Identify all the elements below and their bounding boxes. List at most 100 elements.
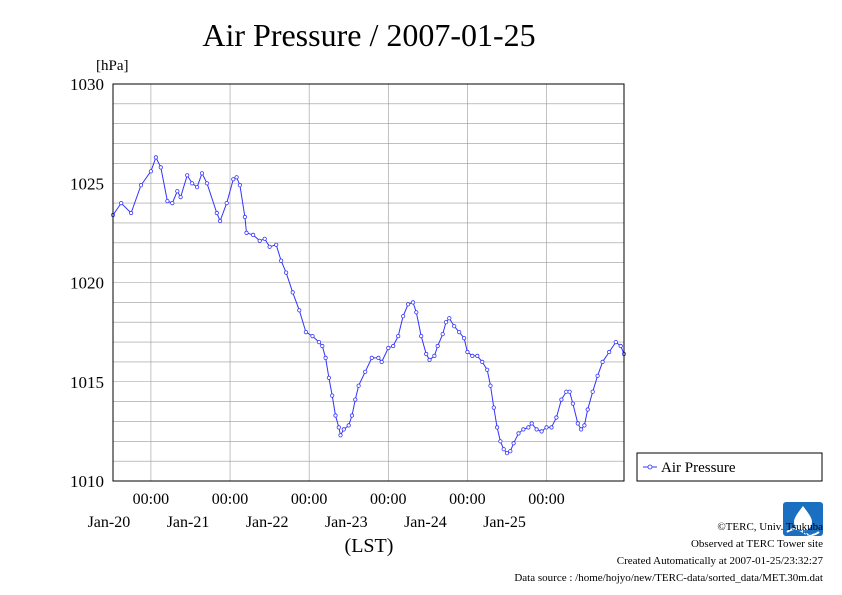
data-point (501, 447, 506, 452)
y-tick-label: 1025 (70, 174, 104, 193)
data-point (290, 290, 295, 295)
data-point (178, 195, 183, 200)
data-point (491, 405, 496, 410)
data-point (452, 324, 457, 329)
data-point (488, 383, 493, 388)
x-tick-time-label: 00:00 (291, 491, 327, 508)
data-point (244, 230, 249, 235)
data-point (267, 244, 272, 249)
data-point (283, 270, 289, 275)
data-point (386, 345, 391, 351)
y-axis-label: [hPa] (96, 58, 129, 74)
data-point (346, 423, 351, 428)
x-tick-date-label: Jan-23 (325, 514, 368, 531)
legend-box (636, 452, 823, 482)
x-tick-time-label: 00:00 (133, 491, 169, 508)
y-tick-label: 1010 (70, 472, 104, 491)
data-point (559, 397, 564, 402)
data-point (175, 189, 180, 194)
data-point (526, 425, 531, 430)
data-point (257, 238, 262, 243)
data-point (511, 441, 516, 446)
data-point (379, 359, 384, 364)
y-tick-label: 1020 (70, 274, 104, 293)
data-point (338, 433, 343, 438)
data-point (326, 375, 331, 380)
data-point (153, 155, 158, 160)
x-tick-time-label: 00:00 (370, 491, 406, 508)
data-point (582, 423, 587, 428)
data-point (432, 353, 437, 358)
data-point (165, 199, 170, 204)
data-point (405, 302, 411, 307)
data-point (443, 320, 449, 325)
y-tick-label: 1015 (70, 373, 104, 392)
data-point (508, 449, 513, 454)
data-point (190, 181, 195, 186)
data-point (494, 425, 500, 430)
data-point (400, 314, 406, 319)
data-point (575, 421, 580, 426)
data-point (419, 333, 424, 339)
data-point (341, 427, 346, 432)
data-point (333, 413, 338, 418)
data-point (578, 427, 584, 432)
data-point (435, 343, 440, 349)
data-point (214, 210, 219, 216)
data-point (242, 214, 247, 220)
data-point (516, 431, 521, 436)
data-point (369, 355, 374, 360)
data-point (278, 258, 284, 263)
data-point (475, 353, 480, 358)
legend-label: Air Pressure (661, 460, 736, 476)
data-point (427, 357, 432, 362)
data-point (353, 397, 358, 402)
data-point (618, 343, 623, 349)
data-point (457, 329, 462, 335)
y-axis-ticks: 1010 1015 1020 1025 1030 (70, 75, 104, 491)
data-point (336, 425, 341, 430)
terc-logo-icon (783, 502, 823, 536)
data-point (498, 439, 503, 444)
data-point (613, 339, 618, 345)
x-tick-date-label: Jan-21 (167, 514, 210, 531)
data-point (585, 407, 590, 412)
data-point (274, 242, 279, 247)
data-point (570, 401, 576, 406)
data-point (195, 185, 200, 190)
observed-text: Observed at TERC Tower site (690, 538, 823, 550)
data-point (185, 173, 190, 178)
data-point (544, 425, 549, 430)
data-point (410, 300, 416, 305)
data-point (158, 165, 163, 170)
x-tick-date-label: Jan-25 (483, 514, 526, 531)
data-point (363, 369, 368, 374)
data-point (251, 232, 256, 237)
legend-marker-swatch (647, 464, 653, 470)
data-point (567, 389, 572, 394)
x-tick-time-label: 00:00 (212, 491, 248, 508)
data-point (170, 201, 175, 206)
data-point (231, 177, 236, 182)
legend: Air Pressure (636, 452, 823, 482)
data-point (595, 373, 600, 378)
data-point (316, 339, 322, 345)
data-point (204, 181, 210, 186)
grid (113, 84, 624, 481)
data-point (237, 183, 242, 188)
data-point (356, 383, 361, 388)
data-point (440, 331, 445, 337)
x-tick-date-label: Jan-20 (88, 514, 131, 531)
data-point (148, 169, 153, 174)
terc-logo-text: TERC (793, 530, 813, 537)
data-source-text: Data source : /home/hojyo/new/TERC-data/… (514, 572, 823, 584)
series-line (112, 156, 625, 454)
chart-title: Air Pressure / 2007-01-25 (202, 17, 535, 53)
data-point (461, 335, 467, 341)
series-layer (110, 155, 627, 456)
data-point (607, 349, 612, 355)
data-point (138, 183, 144, 188)
x-tick-date-label: Jan-24 (404, 514, 447, 531)
data-point (330, 393, 335, 398)
